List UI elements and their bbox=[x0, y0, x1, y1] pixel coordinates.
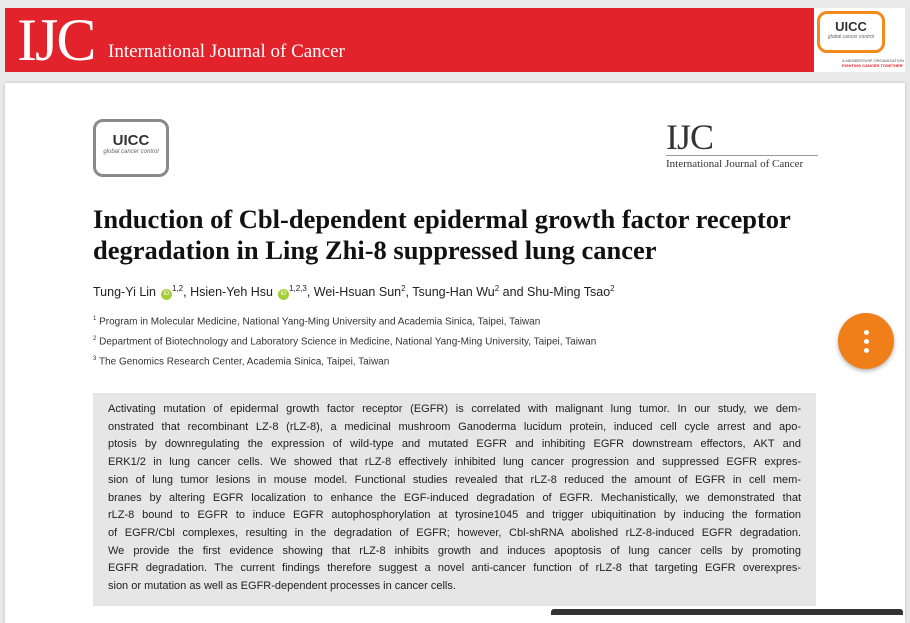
abstract-line: ERK1/2 in lung cancer cells. We showed t… bbox=[108, 456, 801, 469]
partner-logo[interactable]: UICC global cancer control A MEMBERSHIP … bbox=[814, 8, 905, 72]
abstract-line: sion of lung tumor lesions in mouse mode… bbox=[108, 473, 801, 486]
journal-name: International Journal of Cancer bbox=[108, 41, 345, 62]
ijc-mark: IJC bbox=[666, 117, 714, 157]
abstract-line: EGFR degradation. The current findings t… bbox=[108, 562, 801, 575]
dot bbox=[864, 348, 869, 353]
uicc-name: UICC bbox=[112, 132, 150, 149]
author-name: Tung-Yi Lin bbox=[93, 285, 156, 300]
uicc-tagline: global cancer control bbox=[827, 34, 875, 40]
abstract-line: Activating mutation of epidermal growth … bbox=[108, 403, 801, 415]
journal-logo: IJC bbox=[17, 7, 96, 73]
abstract-line: rLZ-8 bound to EGFR to induce EGFR autop… bbox=[108, 509, 801, 522]
dot bbox=[864, 339, 869, 344]
author-name: Tsung-Han Wu bbox=[412, 285, 495, 300]
bottom-bar bbox=[551, 609, 903, 615]
author-affiliation: 2 bbox=[610, 284, 615, 293]
uicc-logo: UICC global cancer control bbox=[93, 119, 169, 177]
title-line: Induction of Cbl-dependent epidermal gro… bbox=[93, 204, 791, 234]
journal-banner[interactable]: IJC International Journal of Cancer bbox=[5, 7, 814, 73]
uicc-name: UICC bbox=[835, 19, 867, 34]
abstract-line: onstrated that recombinant LZ-8 (rLZ-8),… bbox=[108, 420, 801, 433]
abstract-line: branes by altering EGFR localization to … bbox=[108, 491, 801, 504]
author-name: Wei-Hsuan Sun bbox=[313, 285, 402, 300]
affiliation: 2 Department of Biotechnology and Labora… bbox=[93, 331, 596, 351]
author-separator: , bbox=[306, 285, 311, 300]
title-line: degradation in Ling Zhi-8 suppressed lun… bbox=[93, 235, 657, 265]
org-line: FIGHTING CANCER TOGETHER bbox=[842, 63, 903, 68]
article-page: UICC global cancer control IJC Internati… bbox=[5, 83, 905, 623]
abstract-line: We provide the first evidence showing th… bbox=[108, 544, 801, 557]
author-separator: , bbox=[405, 285, 410, 300]
abstract-line: sion or mutation as well as EGFR-depende… bbox=[108, 580, 456, 593]
author-affiliation: 1,2,3 bbox=[289, 284, 307, 293]
org-line: A MEMBERSHIP ORGANISATION bbox=[842, 58, 904, 63]
dot bbox=[864, 330, 869, 335]
author-name: Shu-Ming Tsao bbox=[527, 285, 611, 300]
affiliation-number: 2 bbox=[93, 335, 97, 342]
author-separator: , bbox=[183, 285, 187, 300]
abstract-line: of EGFR/Cbl complexes, resulting in the … bbox=[108, 526, 801, 539]
orcid-icon[interactable]: iD bbox=[278, 289, 290, 301]
affiliation-number: 1 bbox=[93, 316, 97, 322]
author-list: Tung-Yi Lin iD1,2, Hsien-Yeh Hsu iD1,2,3, … bbox=[93, 284, 615, 301]
abstract: Activating mutation of epidermal growth … bbox=[93, 393, 816, 606]
author-affiliation: 2 bbox=[494, 284, 500, 293]
uicc-badge: UICC global cancer control bbox=[817, 11, 885, 53]
affiliations: 1 Program in Molecular Medicine, Nationa… bbox=[93, 311, 596, 370]
affiliation-text: Department of Biotechnology and Laborato… bbox=[99, 336, 597, 348]
author-affiliation: 1,2 bbox=[172, 284, 184, 293]
author-affiliation: 2 bbox=[401, 284, 406, 293]
article-title: Induction of Cbl-dependent epidermal gro… bbox=[93, 204, 791, 266]
author-name: Hsien-Yeh Hsu bbox=[190, 285, 274, 300]
affiliation: 3 The Genomics Research Center, Academia… bbox=[93, 351, 596, 371]
menu-button[interactable] bbox=[838, 313, 894, 369]
affiliation-text: Program in Molecular Medicine, National … bbox=[99, 316, 541, 328]
ijc-name: International Journal of Cancer bbox=[666, 155, 818, 170]
abstract-line: ptosis by downregulating the expression … bbox=[108, 438, 801, 451]
org-text: A MEMBERSHIP ORGANISATION FIGHTING CANCE… bbox=[842, 58, 904, 68]
uicc-tagline: global cancer control bbox=[103, 149, 159, 155]
affiliation-text: The Genomics Research Center, Academia S… bbox=[98, 355, 390, 367]
ijc-logo: IJC International Journal of Cancer bbox=[666, 119, 818, 170]
author-separator: and bbox=[502, 285, 524, 300]
affiliation-number: 3 bbox=[93, 355, 97, 362]
affiliation: 1 Program in Molecular Medicine, Nationa… bbox=[93, 311, 596, 331]
orcid-icon[interactable]: iD bbox=[161, 289, 172, 301]
